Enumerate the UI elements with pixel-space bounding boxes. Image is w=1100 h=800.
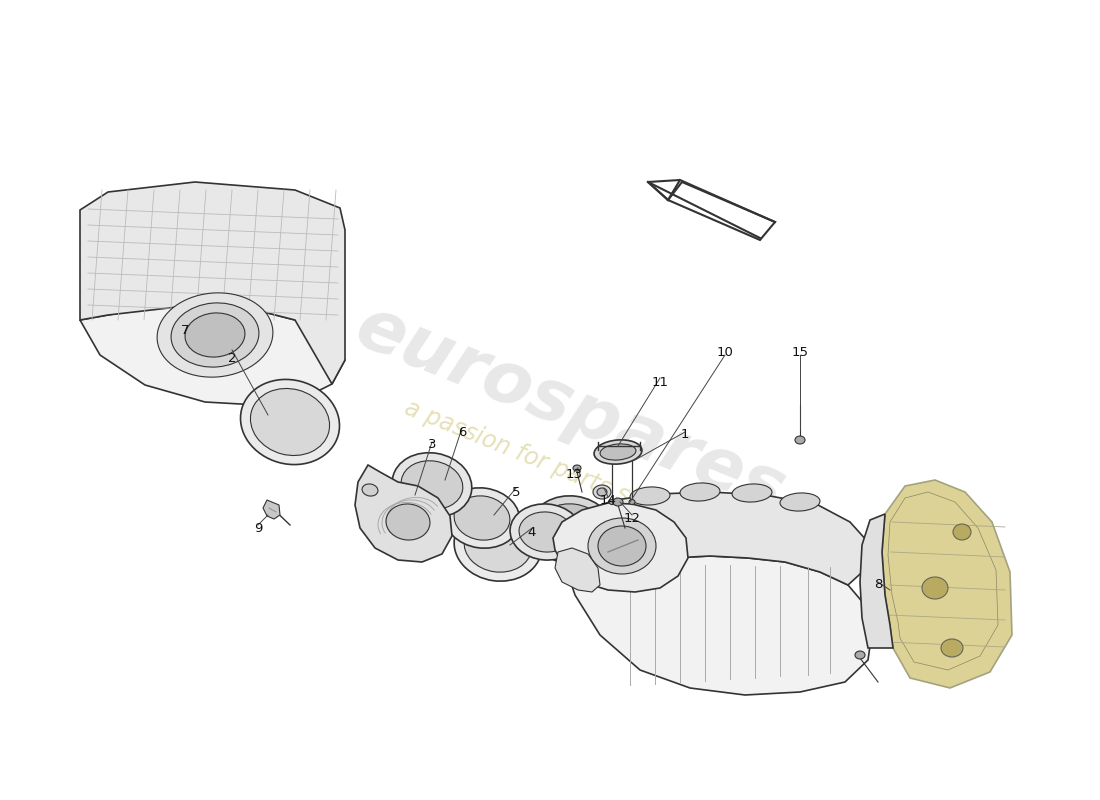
- Text: eurospares: eurospares: [345, 293, 794, 527]
- Ellipse shape: [386, 504, 430, 540]
- Text: 10: 10: [716, 346, 734, 358]
- Ellipse shape: [795, 436, 805, 444]
- Text: 13: 13: [565, 469, 583, 482]
- Text: 11: 11: [651, 375, 669, 389]
- Ellipse shape: [940, 639, 962, 657]
- Ellipse shape: [630, 487, 670, 505]
- Ellipse shape: [393, 453, 472, 518]
- Ellipse shape: [922, 577, 948, 599]
- Polygon shape: [882, 480, 1012, 688]
- Text: 14: 14: [600, 494, 616, 506]
- Text: 3: 3: [428, 438, 437, 451]
- Polygon shape: [355, 465, 452, 562]
- Polygon shape: [565, 556, 872, 695]
- Polygon shape: [860, 514, 893, 648]
- Ellipse shape: [732, 484, 772, 502]
- Polygon shape: [80, 182, 345, 384]
- Polygon shape: [80, 305, 345, 405]
- Ellipse shape: [444, 488, 520, 548]
- Ellipse shape: [510, 504, 582, 560]
- Ellipse shape: [680, 483, 720, 501]
- Ellipse shape: [402, 461, 463, 510]
- Polygon shape: [648, 180, 680, 200]
- Ellipse shape: [172, 303, 258, 367]
- Text: 2: 2: [228, 351, 236, 365]
- Ellipse shape: [362, 484, 378, 496]
- Polygon shape: [263, 500, 280, 519]
- Polygon shape: [565, 492, 870, 585]
- Ellipse shape: [530, 496, 614, 564]
- Text: 12: 12: [624, 511, 640, 525]
- Polygon shape: [556, 548, 600, 592]
- Ellipse shape: [251, 389, 330, 455]
- Ellipse shape: [454, 496, 510, 540]
- Ellipse shape: [609, 499, 615, 505]
- Text: 15: 15: [792, 346, 808, 358]
- Text: 9: 9: [254, 522, 262, 534]
- Ellipse shape: [598, 526, 646, 566]
- Ellipse shape: [538, 504, 606, 556]
- Ellipse shape: [241, 379, 340, 465]
- Ellipse shape: [601, 444, 636, 460]
- Ellipse shape: [573, 465, 581, 471]
- Text: a passion for parts since...: a passion for parts since...: [400, 395, 700, 534]
- Text: 8: 8: [873, 578, 882, 591]
- Ellipse shape: [597, 488, 607, 496]
- Ellipse shape: [594, 440, 642, 464]
- Ellipse shape: [157, 293, 273, 377]
- Ellipse shape: [613, 498, 623, 506]
- Ellipse shape: [593, 485, 611, 499]
- Text: 5: 5: [512, 486, 520, 498]
- Text: 6: 6: [458, 426, 466, 438]
- Ellipse shape: [855, 651, 865, 659]
- Polygon shape: [668, 182, 775, 240]
- Ellipse shape: [519, 512, 573, 552]
- Text: 7: 7: [180, 323, 189, 337]
- Polygon shape: [553, 503, 688, 592]
- Ellipse shape: [780, 493, 820, 511]
- Ellipse shape: [454, 509, 542, 581]
- Ellipse shape: [953, 524, 971, 540]
- Ellipse shape: [185, 313, 245, 357]
- Text: 1: 1: [681, 429, 690, 442]
- Ellipse shape: [588, 518, 656, 574]
- Ellipse shape: [464, 518, 532, 572]
- Ellipse shape: [629, 499, 635, 505]
- Text: 4: 4: [528, 526, 536, 538]
